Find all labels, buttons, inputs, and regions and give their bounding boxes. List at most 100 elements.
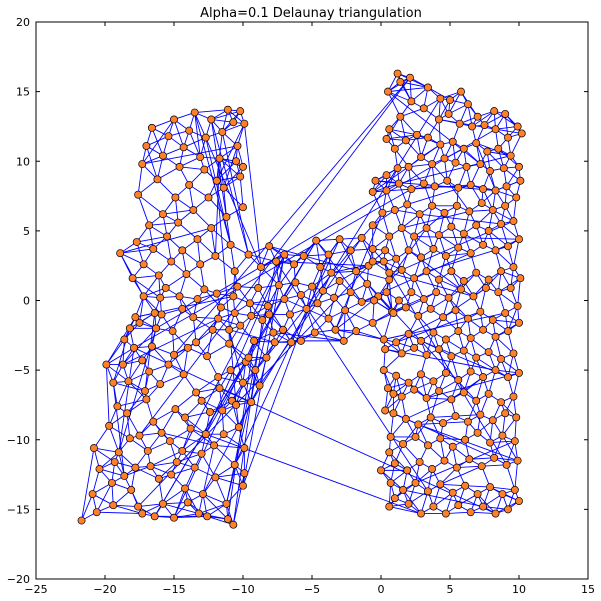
data-point <box>193 235 202 244</box>
triangulation-edge <box>166 236 172 262</box>
data-point <box>454 375 463 384</box>
data-point <box>312 236 321 245</box>
data-point <box>422 350 431 359</box>
data-point <box>147 342 156 351</box>
triangulation-edge <box>415 417 432 438</box>
data-point <box>417 253 425 262</box>
triangulation-edge <box>489 486 515 491</box>
triangulation-edge <box>214 158 220 256</box>
triangulation-edge <box>476 142 511 157</box>
data-point <box>454 183 463 192</box>
data-point <box>491 125 500 134</box>
data-point <box>229 118 238 127</box>
data-point <box>229 520 238 529</box>
triangulation-edge <box>315 240 321 268</box>
triangulation-edge <box>155 128 496 329</box>
data-point <box>480 121 489 129</box>
data-point <box>410 385 419 394</box>
data-point <box>109 378 118 387</box>
data-point <box>319 286 327 295</box>
data-point <box>153 175 162 184</box>
triangulation-edge <box>242 254 285 486</box>
triangulation-edge <box>495 250 514 268</box>
data-point <box>324 250 333 259</box>
data-point <box>107 478 116 487</box>
data-point <box>389 389 398 398</box>
data-point <box>404 329 413 338</box>
triangulation-edge <box>188 184 194 211</box>
data-point <box>440 208 449 217</box>
data-point <box>157 310 166 319</box>
data-point <box>143 446 152 455</box>
triangulation-edge <box>195 376 219 393</box>
data-point <box>164 360 173 369</box>
triangulation-edge <box>139 77 411 436</box>
data-point <box>135 431 144 440</box>
data-point <box>446 96 454 104</box>
triangulation-edge <box>343 310 346 341</box>
triangulation-edge <box>433 492 454 507</box>
triangulation-edge <box>197 239 201 265</box>
data-point <box>272 257 281 266</box>
data-point <box>447 395 456 404</box>
triangulation-edge <box>128 360 143 382</box>
triangulation-edge <box>194 112 232 245</box>
triangulation-edge <box>105 364 110 426</box>
data-point <box>509 263 518 272</box>
data-point <box>392 338 401 347</box>
data-point <box>124 377 133 386</box>
data-point <box>403 200 412 209</box>
data-point <box>382 186 391 195</box>
data-point <box>423 487 432 496</box>
data-point <box>114 448 123 457</box>
data-point <box>178 246 187 255</box>
data-point <box>448 137 457 146</box>
triangulation-edge <box>205 137 232 245</box>
data-point <box>214 373 223 382</box>
triangulation-edge <box>269 245 390 281</box>
data-point <box>440 154 449 163</box>
data-point <box>468 122 477 131</box>
data-point <box>393 69 402 78</box>
data-point <box>459 346 468 355</box>
data-point <box>435 275 443 284</box>
triangulation-edge <box>223 166 244 189</box>
data-point <box>452 201 461 210</box>
data-point <box>459 277 468 285</box>
data-point <box>368 187 377 196</box>
triangulation-edge <box>216 123 245 181</box>
data-point <box>504 327 512 336</box>
data-point <box>113 402 122 411</box>
data-point <box>302 304 311 313</box>
data-point <box>102 360 111 369</box>
triangulation-edge <box>456 465 482 469</box>
triangulation-edge <box>219 158 244 168</box>
data-point <box>401 136 410 145</box>
data-point <box>436 94 445 103</box>
triangulation-edge <box>181 254 285 452</box>
triangulation-edge <box>228 343 247 363</box>
triangulation-edge <box>122 318 219 365</box>
data-point <box>183 498 192 507</box>
data-point <box>504 505 512 514</box>
triangulation-edge <box>398 155 511 184</box>
data-point <box>491 509 500 518</box>
data-point <box>441 251 450 260</box>
data-point <box>490 453 499 462</box>
triangulation-edge <box>331 270 357 274</box>
data-point <box>497 398 506 407</box>
data-point <box>324 314 333 323</box>
triangulation-edge <box>149 222 179 226</box>
data-point <box>171 193 180 202</box>
data-point <box>142 395 151 404</box>
triangulation-edge <box>141 119 175 165</box>
triangulation-edge <box>339 239 357 272</box>
data-point <box>459 229 468 238</box>
data-point <box>215 384 224 393</box>
data-point <box>185 180 194 189</box>
triangulation-edge <box>215 255 235 272</box>
triangulation-edge <box>124 465 151 477</box>
data-point <box>254 284 263 292</box>
triangulation-edge <box>210 119 227 218</box>
data-point <box>404 162 413 171</box>
